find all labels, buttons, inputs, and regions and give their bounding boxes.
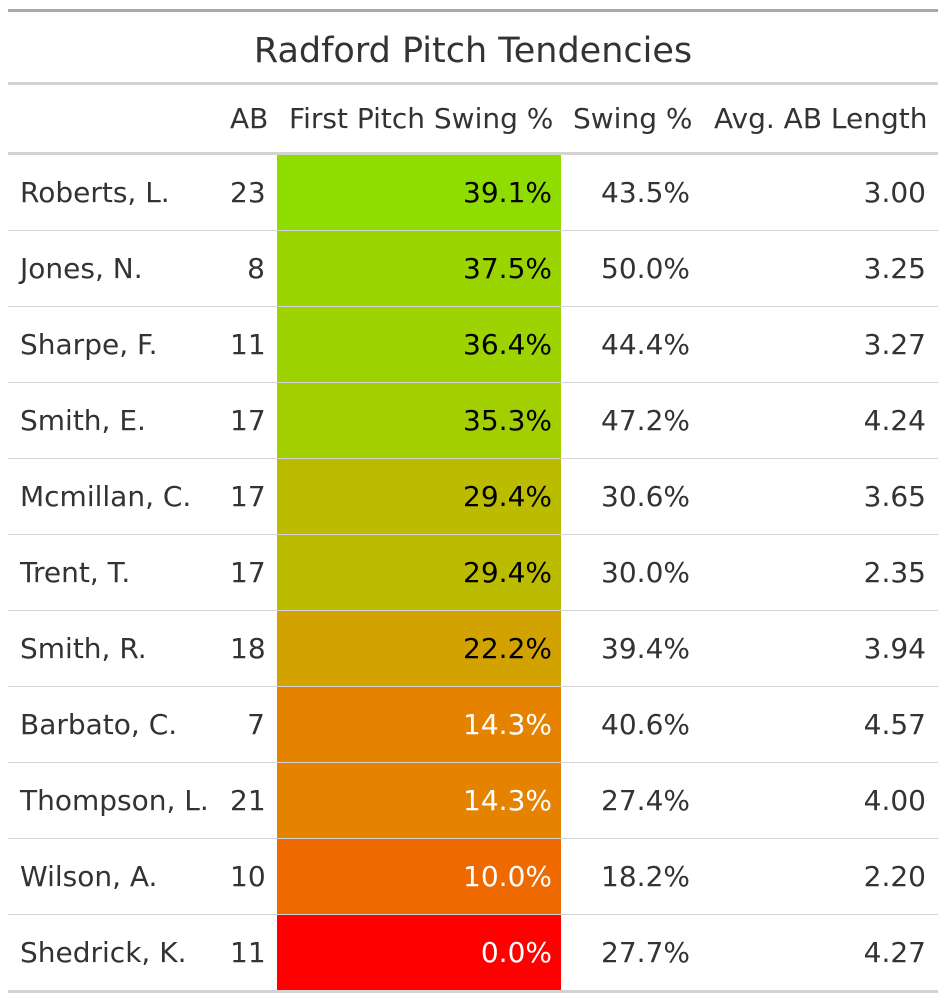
swing-pct-cell: 50.0%	[561, 230, 702, 307]
swing-pct-cell: 27.7%	[561, 914, 702, 993]
table-row: Sharpe, F. 11 36.4% 44.4% 3.27	[8, 306, 938, 383]
header-player	[8, 85, 218, 155]
player-name-cell: Jones, N.	[8, 230, 218, 307]
swing-pct-cell: 18.2%	[561, 838, 702, 915]
header-swing: Swing %	[561, 85, 702, 155]
avg-ab-length-cell: 2.35	[702, 534, 938, 611]
table-row: Smith, R. 18 22.2% 39.4% 3.94	[8, 610, 938, 687]
avg-ab-length-cell: 4.24	[702, 382, 938, 459]
ab-cell: 23	[230, 176, 266, 209]
ab-cell: 8	[218, 230, 277, 307]
player-name-cell: Mcmillan, C.	[8, 458, 218, 535]
ab-cell: 11	[218, 914, 277, 993]
swing-pct-cell: 30.6%	[561, 458, 702, 535]
player-name-cell: Trent, T.	[8, 534, 218, 611]
table-row: Shedrick, K. 11 0.0% 27.7% 4.27	[8, 914, 938, 993]
swing-pct-cell: 30.0%	[561, 534, 702, 611]
player-name-cell: Smith, E.	[8, 382, 218, 459]
first-pitch-swing-cell: 14.3%	[277, 762, 561, 839]
table-row: Barbato, C. 7 14.3% 40.6% 4.57	[8, 686, 938, 763]
ab-cell: 10	[218, 838, 277, 915]
header-row: AB First Pitch Swing % Swing % Avg. AB L…	[8, 85, 938, 155]
first-pitch-swing-cell: 29.4%	[277, 458, 561, 535]
avg-ab-length-cell: 3.65	[702, 458, 938, 535]
first-pitch-swing-cell: 29.4%	[277, 534, 561, 611]
table-body: Roberts, L. 23 39.1% 43.5% 3.00 Jones, N. 8 37.…	[8, 153, 938, 993]
swing-pct-cell: 27.4%	[561, 762, 702, 839]
swing-pct-cell: 43.5%	[601, 176, 690, 209]
avg-ab-length-cell: 2.20	[702, 838, 938, 915]
pitch-tendencies-table-container: Radford Pitch Tendencies AB First Pitch …	[8, 9, 938, 993]
swing-pct-cell: 39.4%	[561, 610, 702, 687]
avg-ab-length-cell: 3.94	[702, 610, 938, 687]
table-row: Roberts, L. 23 39.1% 43.5% 3.00	[8, 153, 938, 231]
first-pitch-swing-cell: 10.0%	[277, 838, 561, 915]
ab-cell: 17	[218, 534, 277, 611]
ab-cell: 17	[218, 382, 277, 459]
ab-cell: 11	[218, 306, 277, 383]
avg-ab-length-cell: 4.00	[702, 762, 938, 839]
table-row: Trent, T. 17 29.4% 30.0% 2.35	[8, 534, 938, 611]
player-name-cell: Roberts, L.	[20, 176, 170, 209]
first-pitch-swing-cell: 0.0%	[277, 914, 561, 993]
pitch-tendencies-table: AB First Pitch Swing % Swing % Avg. AB L…	[8, 85, 938, 993]
first-pitch-swing-cell: 14.3%	[277, 686, 561, 763]
player-name-cell: Shedrick, K.	[8, 914, 218, 993]
first-pitch-swing-cell: 36.4%	[277, 306, 561, 383]
player-name-cell: Wilson, A.	[8, 838, 218, 915]
ab-cell: 21	[218, 762, 277, 839]
player-name-cell: Thompson, L.	[8, 762, 218, 839]
swing-pct-cell: 40.6%	[561, 686, 702, 763]
avg-ab-length-cell: 3.25	[702, 230, 938, 307]
avg-ab-length-cell: 3.27	[702, 306, 938, 383]
ab-cell: 18	[218, 610, 277, 687]
table-row: Wilson, A. 10 10.0% 18.2% 2.20	[8, 838, 938, 915]
first-pitch-swing-cell: 22.2%	[277, 610, 561, 687]
table-row: Thompson, L. 21 14.3% 27.4% 4.00	[8, 762, 938, 839]
player-name-cell: Smith, R.	[8, 610, 218, 687]
table-row: Smith, E. 17 35.3% 47.2% 4.24	[8, 382, 938, 459]
swing-pct-cell: 44.4%	[561, 306, 702, 383]
header-first-pitch-swing: First Pitch Swing %	[277, 85, 561, 155]
swing-pct-cell: 47.2%	[561, 382, 702, 459]
avg-ab-length-cell: 4.27	[702, 914, 938, 993]
table-row: Mcmillan, C. 17 29.4% 30.6% 3.65	[8, 458, 938, 535]
avg-ab-length-cell: 4.57	[702, 686, 938, 763]
header-avg-ab-length: Avg. AB Length	[702, 85, 938, 155]
first-pitch-swing-cell: 35.3%	[277, 382, 561, 459]
ab-cell: 17	[218, 458, 277, 535]
header-ab: AB	[218, 85, 277, 155]
ab-cell: 7	[218, 686, 277, 763]
table-title: Radford Pitch Tendencies	[8, 12, 938, 85]
player-name-cell: Barbato, C.	[8, 686, 218, 763]
player-name-cell: Sharpe, F.	[8, 306, 218, 383]
avg-ab-length-cell: 3.00	[863, 176, 926, 209]
first-pitch-swing-cell: 37.5%	[277, 230, 561, 307]
first-pitch-swing-cell: 39.1%	[277, 153, 561, 231]
table-row: Jones, N. 8 37.5% 50.0% 3.25	[8, 230, 938, 307]
